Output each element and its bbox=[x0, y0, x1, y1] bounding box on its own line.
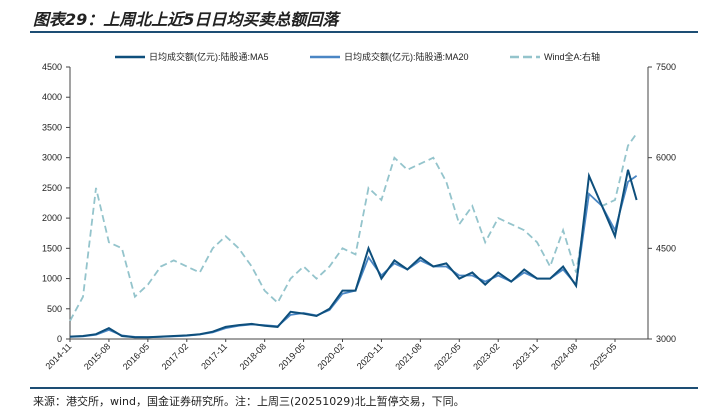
left-tick-label: 4500 bbox=[42, 62, 62, 72]
left-tick-label: 2500 bbox=[42, 183, 62, 193]
x-tick-label: 2023-11 bbox=[511, 341, 541, 371]
series-line-1 bbox=[69, 175, 638, 339]
x-tick-label: 2025-05 bbox=[588, 341, 618, 371]
x-tick-label: 2020-02 bbox=[315, 341, 345, 371]
right-tick-label: 7500 bbox=[656, 62, 676, 72]
left-tick-label: 2000 bbox=[42, 213, 62, 223]
x-tick-label: 2018-08 bbox=[238, 341, 268, 371]
x-tick-label: 2015-08 bbox=[82, 341, 112, 371]
source-divider bbox=[30, 387, 698, 389]
x-tick-label: 2017-02 bbox=[160, 341, 190, 371]
left-tick-label: 3000 bbox=[42, 153, 62, 163]
x-tick-label: 2021-08 bbox=[393, 341, 423, 371]
series-line-0 bbox=[69, 169, 638, 339]
left-tick-label: 500 bbox=[47, 304, 62, 314]
chart-title: 图表29：上周北上近5日日均买卖总额回落 bbox=[33, 10, 339, 29]
x-tick-label: 2024-08 bbox=[549, 341, 579, 371]
x-tick-label: 2020-11 bbox=[355, 341, 385, 371]
line-chart: 0 500 1000 1500 2000 2500 3000 3500 4000 4500 3000… bbox=[42, 51, 676, 372]
series-line-2 bbox=[69, 132, 638, 322]
right-tick-label: 6000 bbox=[656, 153, 676, 163]
x-tick-label: 2014-11 bbox=[43, 341, 73, 371]
left-tick-label: 4000 bbox=[42, 92, 62, 102]
x-tick-label: 2022-05 bbox=[432, 341, 462, 371]
left-tick-label: 1000 bbox=[42, 274, 62, 284]
legend-label-1: 日均成交额(亿元):陆股通:MA20 bbox=[344, 51, 469, 62]
source-note: 来源：港交所，wind，国金证券研究所。注：上周三(20251029)北上暂停交… bbox=[33, 395, 465, 408]
title-divider bbox=[30, 31, 698, 33]
legend-label-2: Wind全A:右轴 bbox=[544, 51, 600, 62]
left-tick-label: 1500 bbox=[42, 243, 62, 253]
x-tick-label: 2016-05 bbox=[121, 341, 151, 371]
left-tick-label: 0 bbox=[57, 334, 62, 344]
left-tick-label: 3500 bbox=[42, 122, 62, 132]
x-tick-label: 2017-11 bbox=[199, 341, 229, 371]
legend-label-0: 日均成交额(亿元):陆股通:MA5 bbox=[149, 51, 269, 62]
right-tick-label: 4500 bbox=[656, 243, 676, 253]
right-tick-label: 3000 bbox=[656, 334, 676, 344]
x-tick-label: 2023-02 bbox=[471, 341, 501, 371]
x-tick-label: 2019-05 bbox=[277, 341, 307, 371]
